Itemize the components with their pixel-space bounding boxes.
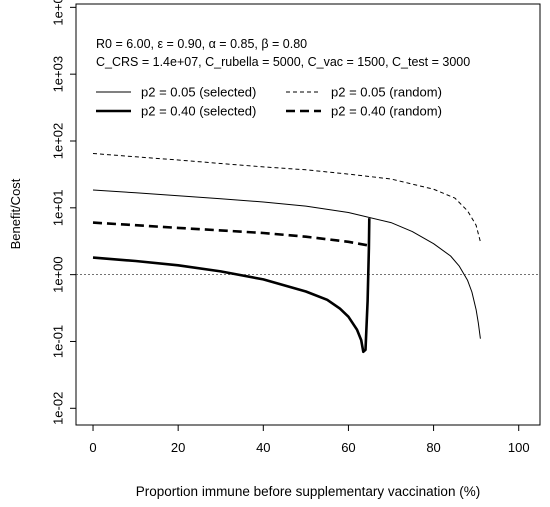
y-tick-label: 1e-01 [51, 325, 66, 358]
y-tick-label: 1e+03 [51, 56, 66, 93]
x-tick-label: 80 [426, 440, 440, 455]
x-tick-label: 20 [171, 440, 185, 455]
legend: p2 = 0.05 (selected) p2 = 0.05 (random) p2… [96, 85, 442, 119]
legend-label: p2 = 0.40 (random) [331, 104, 442, 119]
legend-label: p2 = 0.05 (random) [331, 85, 442, 100]
x-tick-label: 100 [508, 440, 530, 455]
x-tick-label: 60 [341, 440, 355, 455]
y-tick-label: 1e+02 [51, 123, 66, 160]
legend-label: p2 = 0.40 (selected) [141, 104, 256, 119]
x-axis: 0 20 40 60 80 100 [89, 425, 530, 455]
y-axis-label: Benefit/Cost [8, 178, 23, 249]
series-layer [92, 153, 481, 354]
y-tick-label: 1e+04 [51, 0, 66, 26]
plot-frame [75, 3, 541, 426]
y-tick-label: 1e+00 [51, 256, 66, 293]
y-tick-label: 1e-02 [51, 392, 66, 425]
x-tick-label: 0 [89, 440, 96, 455]
series-line-0 [92, 189, 481, 339]
param-line-2: C_CRS = 1.4e+07, C_rubella = 5000, C_vac… [96, 55, 470, 69]
x-axis-label: Proportion immune before supplementary v… [136, 484, 480, 499]
param-line-1: R0 = 6.00, ε = 0.90, α = 0.85, β = 0.80 [96, 37, 307, 51]
y-tick-label: 1e+01 [51, 190, 66, 227]
legend-label: p2 = 0.05 (selected) [141, 85, 256, 100]
y-axis: 1e-02 1e-01 1e+00 1e+01 1e+02 1e+03 1e+04 [51, 0, 76, 425]
series-line-3 [92, 221, 368, 247]
series-line-1 [92, 153, 481, 242]
series-line-2 [92, 218, 371, 354]
x-tick-label: 40 [256, 440, 270, 455]
